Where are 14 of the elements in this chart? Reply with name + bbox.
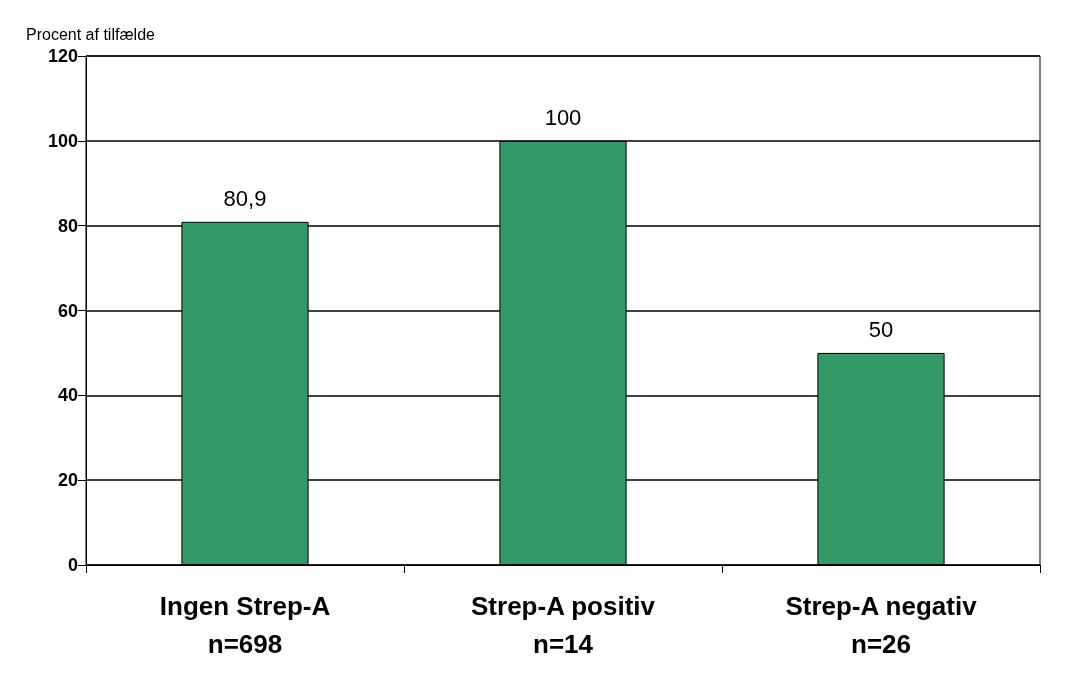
y-tick-label: 60 (57, 300, 78, 321)
x-tick-label: Strep-A negativ n=26 (785, 591, 978, 659)
y-tick-label: 120 (47, 46, 78, 66)
y-tick-label: 100 (47, 130, 78, 151)
data-label: 50 (868, 317, 894, 343)
y-tick-label: 80 (57, 215, 78, 236)
data-label: 100 (544, 105, 582, 131)
x-tick-label: Ingen Strep-A n=698 (159, 591, 331, 659)
x-tick-label: Strep-A positiv n=14 (471, 591, 656, 659)
y-tick-label: 0 (67, 555, 78, 575)
y-axis-title: Procent af tilfælde (26, 25, 156, 43)
y-tick-label: 20 (57, 470, 78, 491)
data-label: 80,9 (223, 186, 267, 212)
y-tick-label: 40 (57, 385, 78, 406)
